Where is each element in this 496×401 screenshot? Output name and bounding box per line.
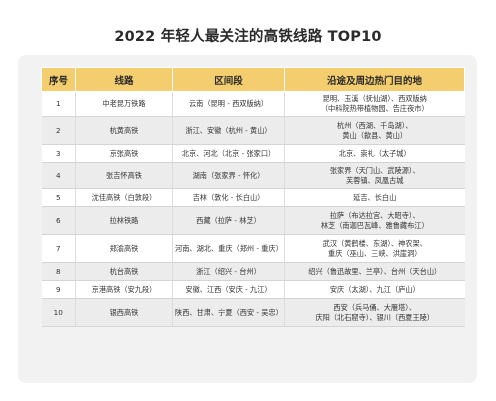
row-section: 河南、湖北、重庆（郑州 - 重庆） — [172, 234, 285, 263]
row-destinations: 拉萨（布达拉宫、大昭寺）、 林芝（南迦巴瓦峰、雅鲁藏布江） — [284, 206, 465, 235]
row-line: 京张高铁 — [75, 144, 173, 163]
row-section: 陕西、甘肃、宁夏（西安 - 吴忠） — [172, 298, 285, 327]
row-destinations: 绍兴（鲁迅故里、兰亭）、台州（天台山） — [284, 262, 465, 281]
header-destinations: 沿途及周边热门目的地 — [284, 67, 465, 92]
row-line: 杭黄高铁 — [75, 116, 173, 145]
row-section: 浙江（绍兴 - 台州） — [172, 262, 285, 281]
destination-line-1: 北京、崇礼（太子城） — [338, 148, 411, 158]
row-line: 银西高铁 — [75, 298, 173, 327]
row-index: 3 — [41, 144, 76, 163]
row-destinations: 安庆（太湖）、九江（庐山） — [284, 280, 465, 299]
header-section: 区间段 — [172, 67, 285, 92]
header-index: 序号 — [41, 67, 76, 92]
row-line: 郑渝高铁 — [75, 234, 173, 263]
row-index: 7 — [41, 234, 76, 263]
destination-line-1: 拉萨（布达拉宫、大昭寺）、 — [329, 210, 420, 220]
row-destinations: 杭州（西湖、千岛湖）、 黄山（歙县、黄山） — [284, 116, 465, 145]
row-line: 沈佳高铁（白敦段） — [75, 188, 173, 207]
railway-table: 序号 线路 区间段 沿途及周边热门目的地 1 中老昆万铁路 云南（昆明 - 西双版纳… — [41, 67, 465, 327]
row-index: 4 — [41, 162, 76, 189]
table-row: 9 京港高铁（安九段） 安徽、江西（安庆 - 九江） 安庆（太湖）、九江（庐山） — [41, 280, 465, 299]
destination-line-2: 黄山（歙县、黄山） — [342, 130, 408, 140]
row-index: 10 — [41, 298, 76, 327]
row-index: 6 — [41, 206, 76, 235]
destination-line-1: 延吉、长白山 — [353, 192, 397, 202]
header-line: 线路 — [75, 67, 173, 92]
table-row: 4 张吉怀高铁 湖南（张家界 - 怀化） 张家界（天门山、武陵源）、 芙蓉镇、凤凰古城 — [41, 162, 465, 189]
row-line: 张吉怀高铁 — [75, 162, 173, 189]
destination-line-1: 张家界（天门山、武陵源）、 — [329, 165, 420, 175]
row-destinations: 北京、崇礼（太子城） — [284, 144, 465, 163]
row-destinations: 西安（兵马俑、大雁塔）、 庆阳（北石窟寺）、银川（西夏王陵） — [284, 298, 465, 327]
row-index: 9 — [41, 280, 76, 299]
destination-line-1: 安庆（太湖）、九江（庐山） — [329, 284, 420, 294]
destination-line-1: 西安（兵马俑、大雁塔）、 — [333, 302, 417, 312]
row-line: 杭台高铁 — [75, 262, 173, 281]
destination-line-2: 林芝（南迦巴瓦峰、雅鲁藏布江） — [320, 220, 429, 230]
table-row: 7 郑渝高铁 河南、湖北、重庆（郑州 - 重庆） 武汉（黄鹤楼、东湖）、神农架、 重庆（… — [41, 234, 465, 263]
row-line: 中老昆万铁路 — [75, 91, 173, 117]
row-section: 北京、河北（北京 - 张家口） — [172, 144, 285, 163]
row-section: 浙江、安徽（杭州 - 黄山） — [172, 116, 285, 145]
row-index: 5 — [41, 188, 76, 207]
table-row: 1 中老昆万铁路 云南（昆明 - 西双版纳） 昆明、玉溪（抚仙湖）、西双版纳 （中科院热… — [41, 91, 465, 117]
row-line: 拉林铁路 — [75, 206, 173, 235]
destination-line-1: 武汉（黄鹤楼、东湖）、神农架、 — [322, 238, 427, 248]
row-index: 2 — [41, 116, 76, 145]
row-section: 湖南（张家界 - 怀化） — [172, 162, 285, 189]
destination-line-1: 绍兴（鲁迅故里、兰亭）、台州（天台山） — [308, 266, 442, 276]
destination-line-2: 芙蓉镇、凤凰古城 — [345, 175, 404, 185]
row-destinations: 延吉、长白山 — [284, 188, 465, 207]
table-row: 8 杭台高铁 浙江（绍兴 - 台州） 绍兴（鲁迅故里、兰亭）、台州（天台山） — [41, 262, 465, 281]
table-row: 3 京张高铁 北京、河北（北京 - 张家口） 北京、崇礼（太子城） — [41, 144, 465, 163]
page-title: 2022 年轻人最关注的高铁线路 TOP10 — [114, 29, 382, 45]
row-section: 云南（昆明 - 西双版纳） — [172, 91, 285, 117]
row-destinations: 张家界（天门山、武陵源）、 芙蓉镇、凤凰古城 — [284, 162, 465, 189]
table-row: 2 杭黄高铁 浙江、安徽（杭州 - 黄山） 杭州（西湖、千岛湖）、 黄山（歙县、黄山） — [41, 116, 465, 145]
table-row: 6 拉林铁路 西藏（拉萨 - 林芝） 拉萨（布达拉宫、大昭寺）、 林芝（南迦巴瓦峰、雅鲁… — [41, 206, 465, 235]
table-header-row: 序号 线路 区间段 沿途及周边热门目的地 — [41, 67, 465, 92]
row-line: 京港高铁（安九段） — [75, 280, 173, 299]
destination-line-2: 重庆（巫山、三峡、洪崖洞） — [328, 248, 422, 258]
destination-line-2: （中科院热带植物园、告庄夜市） — [320, 104, 429, 113]
table-row: 5 沈佳高铁（白敦段） 吉林（敦化 - 长白山） 延吉、长白山 — [41, 188, 465, 207]
row-destinations: 武汉（黄鹤楼、东湖）、神农架、 重庆（巫山、三峡、洪崖洞） — [284, 234, 465, 263]
row-destinations: 昆明、玉溪（抚仙湖）、西双版纳 （中科院热带植物园、告庄夜市） — [284, 91, 465, 117]
destination-line-2: 庆阳（北石窟寺）、银川（西夏王陵） — [315, 312, 435, 322]
destination-line-1: 杭州（西湖、千岛湖）、 — [337, 120, 413, 130]
row-section: 西藏（拉萨 - 林芝） — [172, 206, 285, 235]
row-index: 1 — [41, 91, 76, 117]
row-section: 吉林（敦化 - 长白山） — [172, 188, 285, 207]
row-index: 8 — [41, 262, 76, 281]
table-row: 10 银西高铁 陕西、甘肃、宁夏（西安 - 吴忠） 西安（兵马俑、大雁塔）、 庆阳（北石… — [41, 298, 465, 327]
destination-line-1: 昆明、玉溪（抚仙湖）、西双版纳 — [322, 94, 427, 104]
row-section: 安徽、江西（安庆 - 九江） — [172, 280, 285, 299]
